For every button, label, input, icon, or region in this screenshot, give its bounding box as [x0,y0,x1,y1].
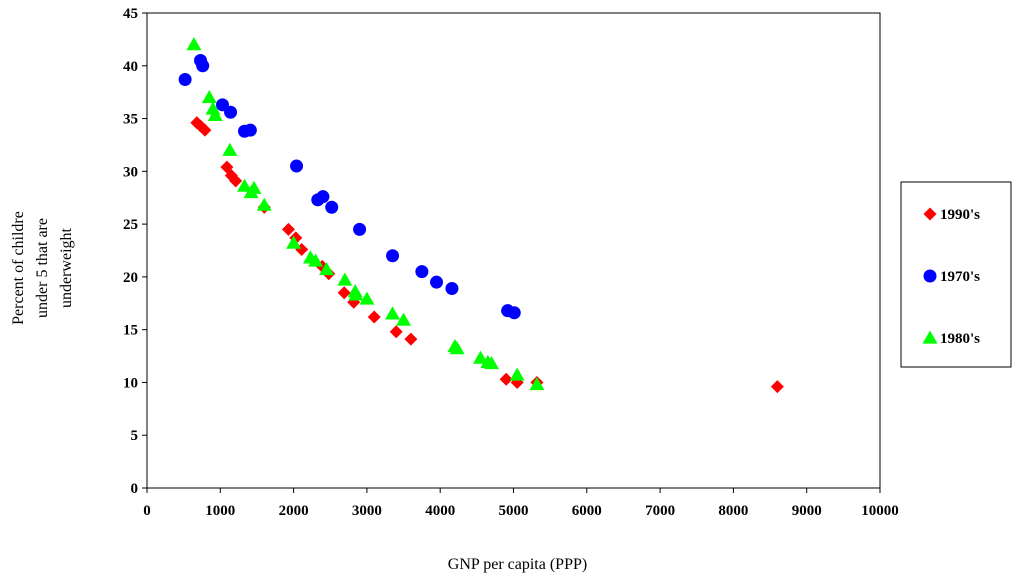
y-tick-label: 10 [123,375,138,391]
data-point [256,197,272,211]
data-point [430,275,444,289]
data-point [243,123,257,137]
y-tick-label: 45 [123,6,138,22]
data-point [449,341,465,355]
x-axis-title: GNP per capita (PPP) [448,556,587,573]
y-tick-label: 35 [123,112,138,128]
y-tick-label: 20 [123,270,138,286]
x-tick-label: 7000 [645,503,675,519]
data-point [290,159,304,173]
x-tick-label: 0 [143,503,151,519]
y-tick-label: 0 [131,481,139,497]
plot-frame [146,12,881,489]
series-layer [178,37,784,394]
data-point [286,235,302,249]
data-point [353,222,367,236]
data-point [473,350,489,364]
y-tick-label: 40 [123,59,138,75]
x-tick-label: 5000 [499,503,529,519]
data-point [222,142,238,156]
series-1 [190,116,784,394]
data-point [246,180,262,194]
y-axis-title-line: Percent of childre [10,211,27,325]
data-point [415,265,429,279]
x-tick-label: 4000 [425,503,455,519]
y-axis: 0 5 10 15 20 25 30 35 40 45 [123,6,147,497]
data-point [308,253,324,267]
legend-marker [922,330,938,344]
data-point [319,262,335,276]
data-point [207,107,223,122]
data-point [509,367,525,381]
y-tick-label: 15 [123,323,138,339]
data-point [499,372,513,386]
y-tick-label: 5 [131,428,139,444]
data-point [201,89,217,104]
legend-label: 1970's [940,269,980,285]
series-2 [178,54,521,320]
y-axis-title: Percent of childre under 5 that are underw… [10,211,75,325]
data-point [348,287,364,301]
legend-label: 1990's [940,207,980,223]
series-3 [186,37,545,391]
legend-item: 1980's [922,330,980,347]
legend-label: 1980's [940,331,980,347]
data-point [236,178,252,192]
data-point [325,200,339,214]
legend: 1990's 1970's 1980's [900,181,1012,368]
data-point [396,312,412,326]
data-point [385,306,401,320]
data-point [484,355,500,370]
legend-marker [923,207,937,221]
x-tick-label: 8000 [718,503,748,519]
data-point [198,123,212,137]
x-tick-label: 6000 [572,503,602,519]
data-point [178,73,192,86]
data-point [281,222,295,236]
plot-area [146,12,881,489]
data-point [507,306,521,320]
data-point [196,59,210,73]
data-point [770,380,784,394]
data-point [359,291,375,305]
data-point [386,249,400,263]
data-point [229,174,243,188]
x-tick-label: 2000 [279,503,309,519]
legend-box [900,181,1012,368]
x-tick-label: 10000 [861,503,899,519]
data-point [529,377,545,391]
x-tick-label: 3000 [352,503,382,519]
legend-item: 1990's [923,207,980,223]
legend-marker [923,269,937,283]
legend-item: 1970's [923,269,980,285]
x-tick-label: 9000 [792,503,822,519]
y-axis-title-line: underweight [58,227,75,308]
x-axis: 0 1000 2000 3000 4000 5000 6000 7000 8000 9000 100… [143,488,899,519]
data-point [316,190,330,204]
data-point [186,37,202,51]
data-point [389,325,403,339]
y-tick-label: 30 [123,164,138,180]
y-axis-title-line: under 5 that are [34,218,51,318]
y-tick-label: 25 [123,217,138,233]
data-point [337,272,353,286]
data-point [404,332,418,346]
x-tick-label: 1000 [205,503,235,519]
data-point [367,310,381,324]
data-point [445,282,459,295]
data-point [337,286,351,300]
data-point [224,105,238,119]
